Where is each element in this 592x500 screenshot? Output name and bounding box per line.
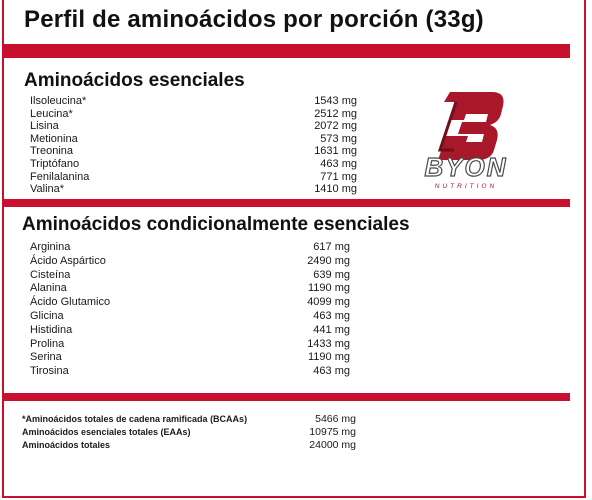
amino-name: Ácido Aspártico: [30, 254, 106, 267]
list-item: Prolina 1433 mg: [30, 338, 350, 352]
list-item: Leucina* 2512 mg: [30, 108, 357, 121]
total-value: 5466 mg: [315, 413, 356, 425]
amino-value: 2072 mg: [314, 120, 357, 133]
total-label: *Aminoácidos totales de cadena ramificad…: [22, 414, 248, 424]
divider-bar-bottom: [4, 393, 570, 401]
brand-tagline: NUTRITION: [435, 183, 497, 190]
amino-value: 2512 mg: [314, 107, 357, 120]
amino-name: Cisteína: [30, 268, 71, 281]
divider-bar-middle: [4, 199, 570, 207]
total-value: 10975 mg: [309, 426, 356, 438]
amino-value: 441 mg: [313, 323, 350, 336]
total-label: Aminoácidos totales: [22, 440, 111, 450]
amino-value: 1410 mg: [314, 183, 357, 196]
list-item: Histidina 441 mg: [30, 324, 350, 338]
list-item: Ácido Aspártico 2490 mg: [30, 255, 350, 269]
essential-heading: Aminoácidos esenciales: [24, 70, 245, 91]
amino-name: Treonina: [30, 145, 74, 158]
list-item: Valina* 1410 mg: [30, 183, 357, 196]
amino-value: 1190 mg: [308, 351, 350, 364]
amino-name: Ilsoleucina*: [30, 95, 87, 107]
amino-value: 1190 mg: [308, 282, 350, 295]
list-item: Arginina 617 mg: [30, 241, 350, 255]
total-label: Aminoácidos esenciales totales (EAAs): [22, 427, 191, 437]
amino-name: Histidina: [30, 323, 73, 336]
totals-row: Aminoácidos totales 24000 mg: [22, 439, 356, 452]
amino-value: 771 mg: [320, 170, 357, 183]
brand-name: BYON: [424, 152, 507, 182]
total-value: 24000 mg: [309, 439, 356, 451]
brand-logo: BYON NUTRITION: [424, 92, 507, 190]
amino-name: Alanina: [30, 282, 67, 295]
amino-value: 463 mg: [313, 365, 350, 378]
divider-bar-top: [4, 44, 570, 58]
list-item: Metionina 573 mg: [30, 133, 357, 146]
amino-name: Prolina: [30, 337, 65, 350]
amino-name: Arginina: [30, 241, 71, 253]
list-item: Treonina 1631 mg: [30, 145, 357, 158]
list-item: Serina 1190 mg: [30, 351, 350, 365]
amino-name: Metionina: [30, 132, 78, 145]
amino-name: Leucina*: [30, 107, 73, 120]
amino-name: Serina: [30, 351, 62, 364]
amino-name: Ácido Glutamico: [30, 296, 111, 309]
amino-name: Lisina: [30, 120, 59, 133]
amino-name: Fenilalanina: [30, 170, 90, 183]
amino-value: 1631 mg: [314, 145, 357, 158]
essential-list: Ilsoleucina* 1543 mg Leucina* 2512 mg Lisi…: [30, 95, 357, 196]
list-item: Lisina 2072 mg: [30, 120, 357, 133]
conditional-list: Arginina 617 mg Ácido Aspártico 2490 mg Ci…: [30, 241, 350, 379]
amino-value: 463 mg: [313, 309, 350, 322]
list-item: Cisteína 639 mg: [30, 269, 350, 283]
amino-value: 1433 mg: [307, 337, 350, 350]
amino-value: 2490 mg: [307, 254, 350, 267]
b-monogram-icon: [437, 92, 504, 160]
list-item: Alanina 1190 mg: [30, 282, 350, 296]
list-item: Ilsoleucina* 1543 mg: [30, 95, 357, 108]
amino-value: 1543 mg: [314, 95, 357, 107]
amino-value: 639 mg: [313, 268, 350, 281]
conditional-heading: Aminoácidos condicionalmente esenciales: [22, 214, 410, 235]
totals-row: Aminoácidos esenciales totales (EAAs) 109…: [22, 426, 356, 439]
amino-value: 4099 mg: [307, 296, 350, 309]
amino-name: Glicina: [30, 309, 64, 322]
amino-value: 617 mg: [313, 241, 350, 253]
list-item: Ácido Glutamico 4099 mg: [30, 296, 350, 310]
page-title: Perfil de aminoácidos por porción (33g): [24, 6, 484, 33]
list-item: Glicina 463 mg: [30, 310, 350, 324]
amino-value: 573 mg: [320, 132, 357, 145]
amino-name: Triptófano: [30, 157, 80, 170]
list-item: Tirosina 463 mg: [30, 365, 350, 379]
totals-list: *Aminoácidos totales de cadena ramificad…: [22, 413, 356, 452]
amino-name: Valina*: [30, 183, 65, 196]
totals-row: *Aminoácidos totales de cadena ramificad…: [22, 413, 356, 426]
amino-name: Tirosina: [30, 365, 69, 378]
list-item: Fenilalanina 771 mg: [30, 171, 357, 184]
amino-value: 463 mg: [320, 157, 357, 170]
list-item: Triptófano 463 mg: [30, 158, 357, 171]
